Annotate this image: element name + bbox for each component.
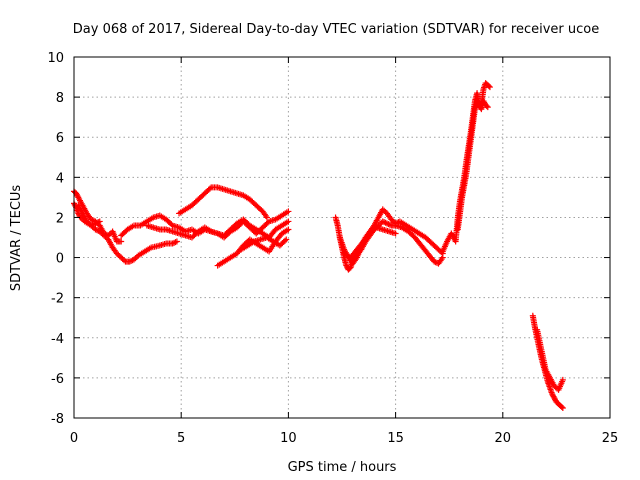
data-point [559, 376, 566, 383]
axis-ticks [73, 56, 611, 419]
y-tick-label: 8 [56, 91, 64, 106]
data-point [171, 239, 178, 246]
data-point [558, 403, 565, 410]
data-point [485, 83, 492, 90]
data-point [72, 203, 79, 210]
data-point [263, 214, 270, 221]
data-point [281, 237, 288, 244]
y-tick-label: 0 [56, 252, 64, 267]
y-axis-label: SDTVAR / TECUs [9, 185, 24, 292]
data-point [283, 236, 290, 243]
data-point [285, 226, 292, 233]
tick-labels: 0 5 10 15 20 25 -8 -6 -4 -2 0 2 4 6 8 10 [47, 51, 618, 446]
y-tick-label: -2 [51, 292, 64, 307]
y-tick-label: 4 [56, 171, 64, 186]
x-tick-label: 10 [280, 431, 297, 446]
data-point [559, 404, 566, 411]
data-point [172, 239, 179, 246]
y-tick-label: 6 [56, 131, 64, 146]
data-point [483, 103, 490, 110]
x-tick-label: 15 [387, 431, 404, 446]
plot-frame [73, 56, 611, 419]
x-axis-label: GPS time / hours [288, 460, 397, 475]
data-point [173, 238, 180, 245]
x-tick-label: 0 [70, 431, 78, 446]
x-tick-label: 25 [602, 431, 619, 446]
data-marks [71, 80, 566, 411]
y-tick-label: 10 [47, 51, 64, 66]
data-point [96, 218, 103, 225]
data-point [484, 104, 491, 111]
data-point [285, 208, 292, 215]
grid-lines [74, 57, 610, 418]
y-tick-label: -8 [51, 412, 64, 427]
x-tick-label: 20 [495, 431, 512, 446]
y-tick-label: -6 [51, 372, 64, 387]
data-point [206, 185, 213, 192]
y-tick-label: 2 [56, 211, 64, 226]
data-point [392, 230, 399, 237]
data-point [118, 238, 125, 245]
x-tick-label: 5 [177, 431, 185, 446]
data-point [486, 84, 493, 91]
y-tick-label: -4 [51, 332, 64, 347]
data-point [285, 218, 292, 225]
chart-title: Day 068 of 2017, Sidereal Day-to-day VTE… [73, 22, 599, 37]
